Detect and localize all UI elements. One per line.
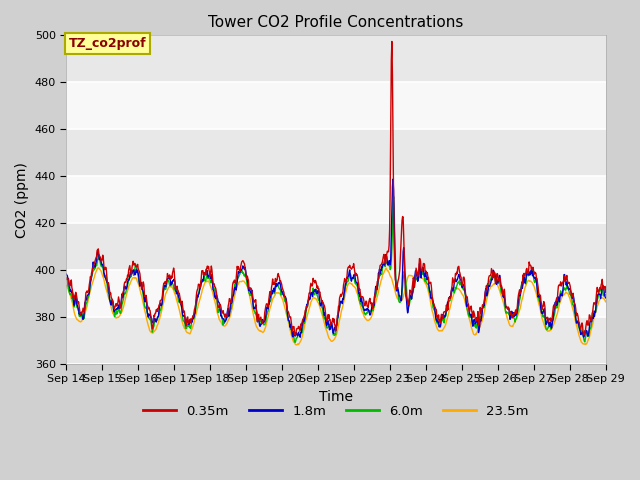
X-axis label: Time: Time xyxy=(319,390,353,404)
Text: TZ_co2prof: TZ_co2prof xyxy=(69,37,147,50)
1.8m xyxy=(381,262,388,268)
0.35m xyxy=(163,279,170,285)
Bar xyxy=(66,317,605,364)
23.5m xyxy=(584,337,592,343)
23.5m xyxy=(602,299,609,305)
Legend: 0.35m, 1.8m, 6.0m, 23.5m: 0.35m, 1.8m, 6.0m, 23.5m xyxy=(138,400,534,423)
6.0m xyxy=(62,276,70,281)
Title: Tower CO2 Profile Concentrations: Tower CO2 Profile Concentrations xyxy=(208,15,463,30)
Line: 6.0m: 6.0m xyxy=(66,197,605,342)
0.35m xyxy=(576,324,584,329)
Line: 23.5m: 23.5m xyxy=(66,268,605,345)
0.35m xyxy=(388,38,396,44)
1.8m xyxy=(286,324,294,330)
0.35m xyxy=(62,275,70,281)
6.0m xyxy=(584,330,592,336)
Bar xyxy=(66,36,605,82)
23.5m xyxy=(287,329,294,335)
Bar xyxy=(66,82,605,129)
6.0m xyxy=(381,263,388,268)
Bar xyxy=(66,176,605,223)
Line: 1.8m: 1.8m xyxy=(66,179,605,337)
23.5m xyxy=(62,283,70,288)
1.8m xyxy=(602,295,609,301)
1.8m xyxy=(576,326,584,332)
23.5m xyxy=(163,288,171,294)
0.35m xyxy=(286,315,294,321)
6.0m xyxy=(88,273,96,278)
23.5m xyxy=(88,281,96,287)
6.0m xyxy=(163,283,170,288)
Bar xyxy=(66,270,605,317)
23.5m xyxy=(381,267,389,273)
23.5m xyxy=(95,265,102,271)
1.8m xyxy=(584,333,592,338)
6.0m xyxy=(291,339,299,345)
6.0m xyxy=(390,194,397,200)
1.8m xyxy=(296,335,304,340)
23.5m xyxy=(293,342,301,348)
Line: 0.35m: 0.35m xyxy=(66,41,605,335)
Bar xyxy=(66,129,605,176)
0.35m xyxy=(88,271,96,276)
0.35m xyxy=(291,332,299,338)
1.8m xyxy=(389,176,397,182)
Bar xyxy=(66,223,605,270)
0.35m xyxy=(381,255,388,261)
1.8m xyxy=(62,271,70,277)
6.0m xyxy=(286,323,294,329)
0.35m xyxy=(584,323,592,328)
23.5m xyxy=(576,335,584,340)
6.0m xyxy=(576,327,584,333)
Y-axis label: CO2 (ppm): CO2 (ppm) xyxy=(15,162,29,238)
1.8m xyxy=(163,279,170,285)
6.0m xyxy=(602,292,609,298)
0.35m xyxy=(602,290,609,296)
1.8m xyxy=(88,268,96,274)
